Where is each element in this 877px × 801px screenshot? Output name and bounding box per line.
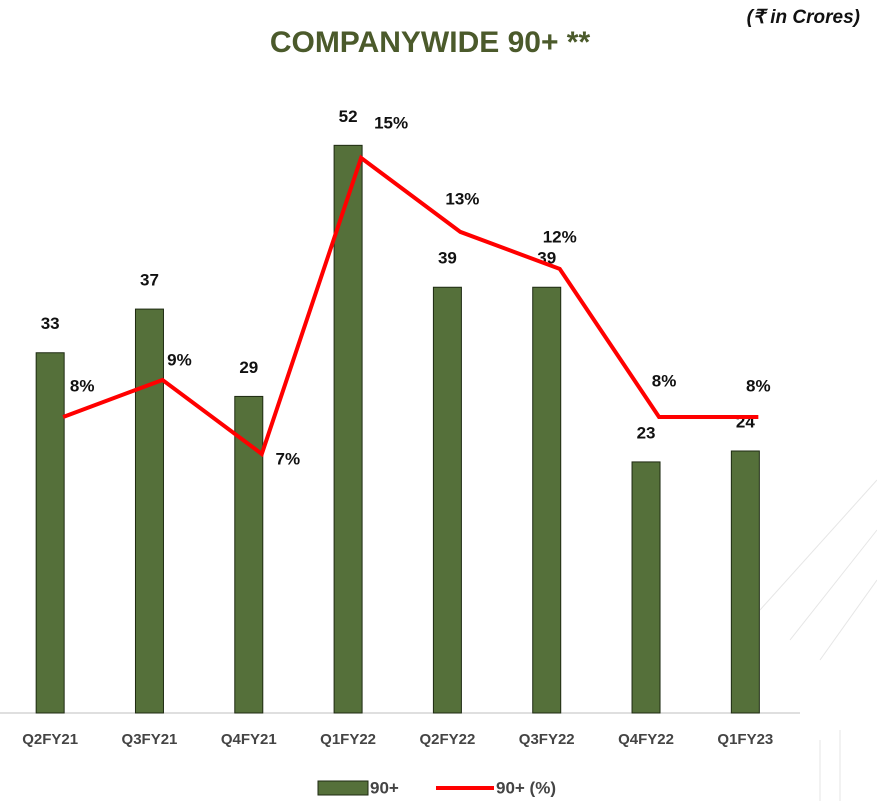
x-tick-label: Q3FY21: [122, 731, 178, 748]
bar-label: 33: [41, 314, 60, 333]
x-tick-label: Q1FY23: [717, 731, 773, 748]
deco-lines: [759, 479, 877, 661]
bar: [35, 352, 65, 714]
bar-label: 39: [438, 249, 457, 268]
x-tick-label: Q4FY21: [221, 731, 277, 748]
legend-label: 90+: [370, 778, 399, 797]
line-label: 12%: [543, 227, 577, 246]
line-label: 8%: [70, 376, 95, 395]
x-tick-label: Q1FY22: [320, 731, 376, 748]
legend-label: 90+ (%): [496, 778, 556, 797]
deco-lines: [819, 730, 841, 801]
bar-label: 29: [239, 358, 258, 377]
bar: [532, 286, 562, 714]
x-tick-label: Q2FY22: [419, 731, 475, 748]
x-tick-label: Q2FY21: [22, 731, 78, 748]
bar: [432, 286, 462, 714]
line-label: 13%: [445, 189, 479, 208]
bar: [134, 308, 164, 714]
decoration: [759, 479, 877, 801]
line-label: 15%: [374, 113, 408, 132]
line-label: 8%: [652, 371, 677, 390]
x-tick-label: Q4FY22: [618, 731, 674, 748]
chart-title: COMPANYWIDE 90+ **: [270, 26, 591, 59]
line: [62, 154, 759, 458]
bar-label: 52: [339, 107, 358, 126]
bar-label: 37: [140, 271, 159, 290]
bar: [730, 450, 760, 714]
bar: [333, 144, 363, 714]
bar: [631, 461, 661, 714]
subtitle: (₹ in Crores): [747, 7, 860, 28]
legend-swatch: [317, 780, 369, 796]
line-label: 9%: [167, 350, 192, 369]
bar-label: 23: [637, 423, 656, 442]
line-label: 7%: [275, 449, 300, 468]
x-tick-label: Q3FY22: [519, 731, 575, 748]
line-label: 8%: [746, 376, 771, 395]
